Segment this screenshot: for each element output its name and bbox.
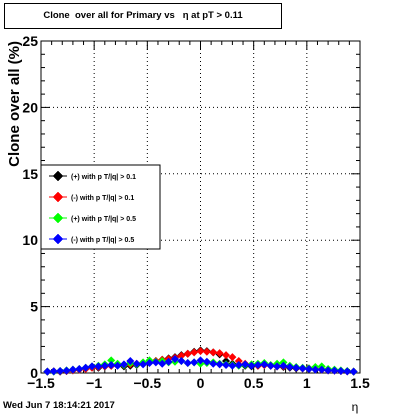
x-tick-label: 1 <box>303 375 311 391</box>
data-point <box>253 361 262 370</box>
y-tick-label: 10 <box>22 232 38 248</box>
data-point <box>170 355 179 364</box>
data-point <box>222 361 231 370</box>
data-point <box>94 362 103 371</box>
x-tick-label: 0.5 <box>244 375 264 391</box>
legend-label: (-) with p T/|q| > 0.1 <box>71 195 134 202</box>
data-point <box>273 362 282 371</box>
data-point <box>49 367 58 376</box>
x-axis-label: η <box>352 400 359 414</box>
data-point <box>311 365 320 374</box>
data-point <box>139 360 148 369</box>
y-tick-label: 0 <box>30 365 38 381</box>
data-point <box>215 360 224 369</box>
y-tick-label: 15 <box>22 166 38 182</box>
data-point <box>324 366 333 375</box>
chart-title-box: Clone over all for Primary vs η at pT > … <box>4 3 282 29</box>
data-point <box>177 351 186 360</box>
data-point <box>202 357 211 366</box>
x-tick-label: 1.5 <box>350 375 370 391</box>
data-point <box>241 360 250 369</box>
y-axis-label: Clone over all (%) <box>6 41 23 167</box>
legend-marker <box>52 233 64 245</box>
y-tick-label: 5 <box>30 299 38 315</box>
data-point <box>75 365 84 374</box>
data-point <box>190 358 199 367</box>
data-point <box>100 361 109 370</box>
data-point <box>113 361 122 370</box>
data-point <box>196 356 205 365</box>
series-4 <box>43 355 358 376</box>
data-point <box>285 363 294 372</box>
x-tick-label: −1.5 <box>27 375 55 391</box>
data-point <box>68 365 77 374</box>
chart-title: Clone over all for Primary vs η at pT > … <box>43 10 243 21</box>
data-point <box>202 347 211 356</box>
data-point <box>266 361 275 370</box>
data-point <box>151 358 160 367</box>
legend-marker <box>52 212 64 224</box>
data-point <box>209 359 218 368</box>
data-point <box>190 348 199 357</box>
data-point <box>196 347 205 356</box>
data-point <box>132 359 141 368</box>
x-tick-label: 0 <box>197 375 205 391</box>
timestamp: Wed Jun 7 18:14:21 2017 <box>3 400 115 411</box>
data-point <box>81 363 90 372</box>
data-point <box>177 357 186 366</box>
data-point <box>209 348 218 357</box>
data-point <box>126 357 135 366</box>
legend-marker <box>52 191 64 203</box>
legend-label: (+) with p T/|q| > 0.5 <box>71 216 136 223</box>
data-point <box>158 359 167 368</box>
data-point <box>183 359 192 368</box>
data-point <box>88 362 97 371</box>
data-point <box>349 367 358 376</box>
data-point <box>292 363 301 372</box>
x-tick-label: −1 <box>86 375 102 391</box>
data-point <box>183 349 192 358</box>
data-point <box>107 361 116 370</box>
data-point <box>43 367 52 376</box>
data-point <box>222 351 231 360</box>
legend-marker <box>52 170 64 182</box>
data-point <box>343 367 352 376</box>
data-point <box>330 366 339 375</box>
data-point <box>56 367 65 376</box>
data-point <box>228 361 237 370</box>
data-point <box>119 360 128 369</box>
data-point <box>164 357 173 366</box>
data-point <box>234 361 243 370</box>
data-point <box>298 364 307 373</box>
legend-label: (+) with p T/|q| > 0.1 <box>71 174 136 181</box>
legend-label: (-) with p T/|q| > 0.5 <box>71 237 134 244</box>
y-tick-label: 25 <box>22 33 38 49</box>
x-tick-label: −0.5 <box>134 375 162 391</box>
data-point <box>279 361 288 370</box>
data-point <box>145 359 154 368</box>
data-point <box>228 353 237 362</box>
legend-box <box>40 164 161 250</box>
data-point <box>215 349 224 358</box>
data-point <box>260 360 269 369</box>
data-point <box>304 365 313 374</box>
data-point <box>107 356 116 365</box>
data-point <box>336 367 345 376</box>
data-point <box>317 365 326 374</box>
data-point <box>247 361 256 370</box>
y-tick-label: 20 <box>22 99 38 115</box>
data-point <box>62 366 71 375</box>
